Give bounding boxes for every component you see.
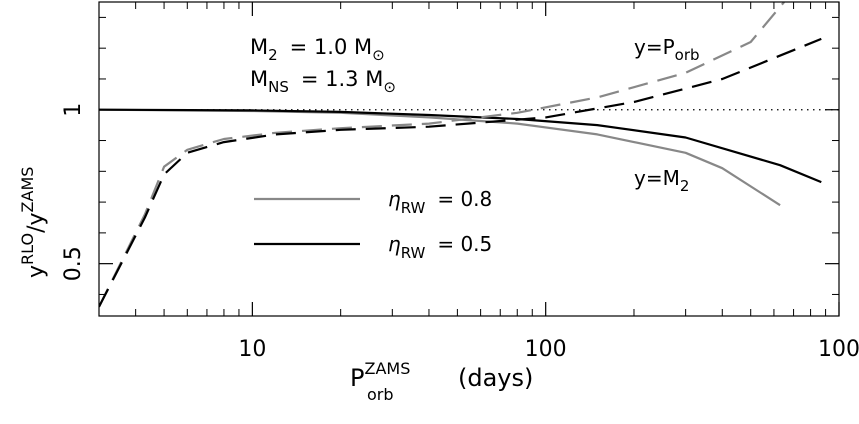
label-m2-curves: y=M2 [634,166,689,195]
legend: ηRW = 0.8 ηRW = 0.5 [254,187,492,262]
annotation-mns: MNS = 1.3 M⊙ [250,67,396,96]
annotation-m2: M2 = 1.0 M⊙ [250,35,385,64]
series-line-porb-eta-0.5 [99,37,822,308]
legend-label-eta-0.8: ηRW = 0.8 [388,187,492,217]
series-layer [99,2,822,308]
y-tick-label: 0.5 [61,246,86,281]
tick-layer: 10 100 100 1 0.5 [61,2,859,362]
label-porb-curves: y=Porb [634,35,700,64]
x-tick-label: 100 [525,337,567,362]
y-axis-title: yRLO/yZAMS [18,167,49,278]
series-line-porb-eta-0.8 [99,2,785,308]
x-tick-label: 10 [238,337,266,362]
x-axis-title: PZAMS orb(days) [350,359,533,404]
x-tick-label: 100 [818,337,859,362]
plot-frame [98,1,840,317]
y-tick-label: 1 [61,103,86,117]
legend-label-eta-0.5: ηRW = 0.5 [388,232,492,262]
